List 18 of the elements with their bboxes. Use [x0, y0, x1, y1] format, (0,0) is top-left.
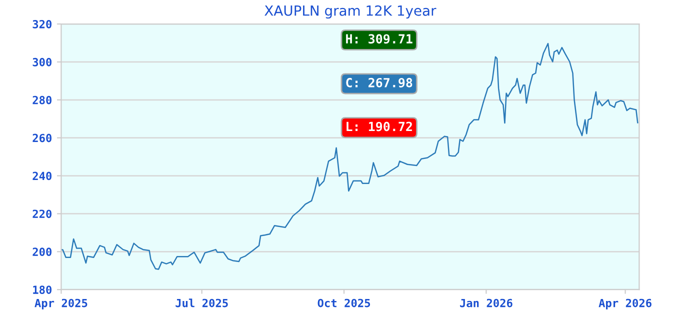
x-tick-label: Oct 2025 — [318, 298, 370, 308]
annotation: H: 309.71 — [346, 34, 412, 44]
y-tick-label: 180 — [33, 286, 52, 294]
y-tick-label: 300 — [32, 58, 52, 66]
x-tick-label: Apr 2025 — [34, 298, 88, 310]
chart-title: XAUPLN gram 12K 1year — [264, 5, 436, 19]
annotation: L: 190.72 — [346, 122, 412, 132]
line-series — [61, 42, 638, 270]
y-tick-label: 240 — [32, 172, 52, 180]
x-tick-label: Jul 2025 — [176, 298, 228, 308]
y-tick-label: 260 — [32, 134, 52, 142]
y-tick-label: 320 — [32, 20, 52, 28]
annotation: C: 267.98 — [346, 78, 412, 88]
y-tick-label: 200 — [32, 248, 52, 256]
x-tick-label: Jan 2026 — [460, 298, 512, 308]
y-tick-label: 220 — [32, 210, 52, 218]
y-tick-label: 280 — [32, 96, 52, 104]
x-tick-label: Apr 2026 — [598, 298, 652, 310]
